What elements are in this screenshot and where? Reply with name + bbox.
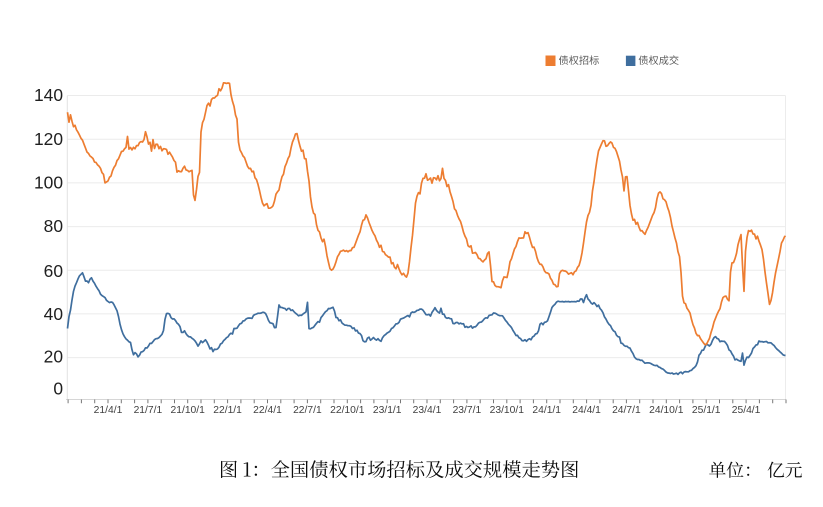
svg-text:25/4/1: 25/4/1: [732, 405, 761, 416]
svg-text:22/7/1: 22/7/1: [293, 405, 322, 416]
svg-text:60: 60: [44, 261, 63, 281]
svg-text:23/10/1: 23/10/1: [490, 405, 525, 416]
svg-text:21/7/1: 21/7/1: [134, 405, 163, 416]
svg-text:40: 40: [44, 304, 63, 324]
svg-text:24/10/1: 24/10/1: [649, 405, 684, 416]
svg-text:24/4/1: 24/4/1: [572, 405, 601, 416]
svg-text:20: 20: [44, 346, 63, 366]
svg-text:22/1/1: 22/1/1: [213, 405, 242, 416]
svg-text:21/4/1: 21/4/1: [94, 405, 123, 416]
svg-text:140: 140: [34, 85, 63, 105]
svg-text:21/10/1: 21/10/1: [171, 405, 206, 416]
svg-text:0: 0: [53, 379, 63, 399]
svg-text:100: 100: [34, 172, 63, 192]
svg-text:24/7/1: 24/7/1: [612, 405, 641, 416]
svg-text:22/4/1: 22/4/1: [253, 405, 282, 416]
svg-text:24/1/1: 24/1/1: [532, 405, 561, 416]
svg-text:23/7/1: 23/7/1: [453, 405, 482, 416]
svg-text:120: 120: [34, 129, 63, 149]
svg-text:23/1/1: 23/1/1: [373, 405, 402, 416]
svg-text:22/10/1: 22/10/1: [330, 405, 365, 416]
svg-text:80: 80: [44, 216, 63, 236]
svg-text:25/1/1: 25/1/1: [692, 405, 721, 416]
svg-text:23/4/1: 23/4/1: [413, 405, 442, 416]
